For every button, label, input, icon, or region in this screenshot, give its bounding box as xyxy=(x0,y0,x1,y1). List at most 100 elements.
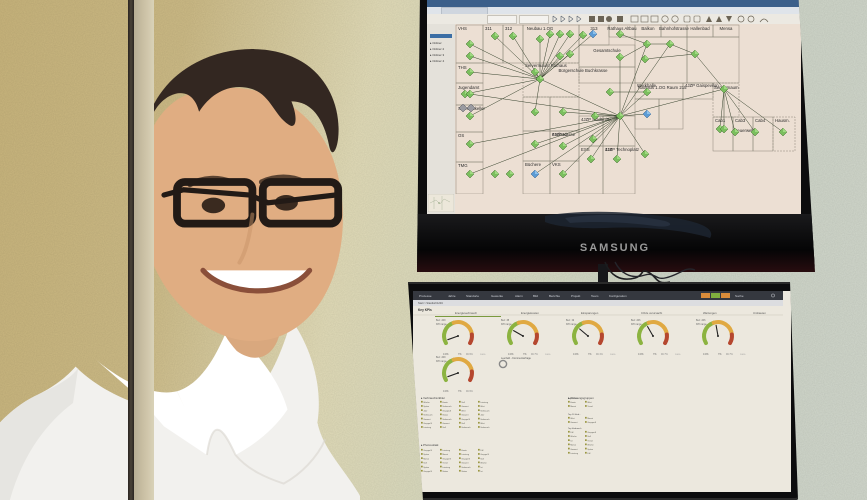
svg-text:Freibad: Freibad xyxy=(552,132,567,137)
svg-text:Gesamt: Gesamt xyxy=(423,418,430,421)
svg-text:KPI range: KPI range xyxy=(501,323,512,326)
svg-text:90.9%: 90.9% xyxy=(466,390,474,393)
svg-text:Wert: Wert xyxy=(480,405,485,408)
svg-text:Umbauten: Umbauten xyxy=(753,311,766,315)
svg-text:Jahr: Jahr xyxy=(480,415,484,417)
svg-text:Verbrauch: Verbrauch xyxy=(480,410,489,412)
svg-text:Bez: 206: Bez: 206 xyxy=(631,319,641,322)
svg-text:Bild: Bild xyxy=(533,294,538,298)
svg-text:Woche: Woche xyxy=(587,445,594,447)
svg-text:Trend: Trend xyxy=(587,406,592,408)
svg-text:Monat: Monat xyxy=(570,405,576,408)
svg-text:0.0%: 0.0% xyxy=(443,390,449,393)
svg-text:Berichte: Berichte xyxy=(549,294,560,298)
svg-text:90.7%: 90.7% xyxy=(726,353,734,356)
svg-text:Diff: Diff xyxy=(587,453,590,455)
svg-text:0.0%: 0.0% xyxy=(703,353,709,356)
svg-text:KPI range: KPI range xyxy=(566,323,577,326)
svg-text:Key KPIs: Key KPIs xyxy=(418,308,432,312)
svg-text:VKS: VKS xyxy=(552,162,561,167)
svg-text:Monat: Monat xyxy=(442,453,448,456)
svg-text:Alarm: Alarm xyxy=(515,294,523,298)
svg-text:100%: 100% xyxy=(610,354,616,356)
svg-text:Monat: Monat xyxy=(423,457,429,460)
svg-text:Gesamt: Gesamt xyxy=(461,414,468,417)
svg-text:100%: 100% xyxy=(740,354,746,356)
svg-text:Leistung: Leistung xyxy=(442,466,450,469)
svg-text:Jahre: Jahre xyxy=(448,294,456,298)
svg-text:Spitze: Spitze xyxy=(423,405,429,408)
svg-text:VHS: VHS xyxy=(458,26,467,31)
svg-text:Bez: 206: Bez: 206 xyxy=(696,319,706,322)
svg-text:TMG: TMG xyxy=(458,163,468,168)
svg-text:Prozesse: Prozesse xyxy=(419,294,432,298)
svg-text:Trend: Trend xyxy=(442,463,447,465)
svg-text:Gesamtschule: Gesamtschule xyxy=(593,48,621,53)
svg-text:Gruppe A: Gruppe A xyxy=(587,421,596,424)
svg-text:Cab4: Cab4 xyxy=(755,118,766,123)
svg-text:Soll: Soll xyxy=(423,463,427,465)
svg-text:Cab3: Cab3 xyxy=(735,118,746,123)
svg-text:100%: 100% xyxy=(675,354,681,356)
svg-text:Start > Standort/1234: Start > Standort/1234 xyxy=(418,301,443,305)
svg-text:Verbrauch: Verbrauch xyxy=(480,427,489,429)
svg-text:Woche: Woche xyxy=(480,463,487,465)
svg-text:Büchere: Büchere xyxy=(525,162,542,167)
svg-text:Wert: Wert xyxy=(570,417,575,420)
svg-text:Gesamt: Gesamt xyxy=(442,422,449,425)
svg-text:Spitze: Spitze xyxy=(587,448,593,451)
svg-text:90.1%: 90.1% xyxy=(596,353,604,356)
svg-text:Leistung: Leistung xyxy=(423,426,431,429)
svg-text:Soll: Soll xyxy=(442,427,446,429)
svg-text:Gruppe A: Gruppe A xyxy=(587,431,596,434)
svg-text:Leistung: Leistung xyxy=(480,401,488,404)
svg-text:Top 10 an...: Top 10 an... xyxy=(568,398,579,400)
svg-text:313: 313 xyxy=(590,26,598,31)
svg-text:311: 311 xyxy=(485,26,492,31)
svg-text:Leistung: Leistung xyxy=(442,449,450,452)
svg-text:Leistung: Leistung xyxy=(570,452,578,455)
svg-text:Gruppe B: Gruppe B xyxy=(461,419,470,421)
svg-text:Gesamt: Gesamt xyxy=(570,448,577,451)
svg-text:Verbrauch: Verbrauch xyxy=(442,419,451,421)
svg-text:Heute: Heute xyxy=(442,401,448,404)
svg-text:Projekt: Projekt xyxy=(571,294,581,298)
svg-text:Top 10 Verb...: Top 10 Verb... xyxy=(568,413,581,416)
svg-text:Soll: Soll xyxy=(587,436,591,438)
svg-text:Status: Status xyxy=(461,470,467,473)
svg-text:Monat: Monat xyxy=(587,417,593,420)
svg-text:KPI range: KPI range xyxy=(436,360,447,363)
svg-text:Gruppe B: Gruppe B xyxy=(423,423,432,425)
svg-text:Bez: 38: Bez: 38 xyxy=(501,319,510,322)
svg-text:Bez: 19: Bez: 19 xyxy=(566,319,575,322)
svg-text:90.7%: 90.7% xyxy=(661,353,669,356)
svg-text:Einsparungen: Einsparungen xyxy=(581,311,599,315)
svg-text:Heute: Heute xyxy=(461,449,467,452)
svg-text:Rathaus Altbau: Rathaus Altbau xyxy=(607,26,637,31)
svg-text:CO2e verursacht: CO2e verursacht xyxy=(641,311,662,315)
svg-text:Status: Status xyxy=(442,414,448,417)
svg-text:Wartungen: Wartungen xyxy=(703,311,717,315)
svg-text:Jugendamt: Jugendamt xyxy=(458,85,480,90)
svg-text:0.0%: 0.0% xyxy=(508,353,514,356)
svg-text:Energiekosten: Energiekosten xyxy=(521,311,539,315)
svg-text:Verbrauch: Verbrauch xyxy=(480,419,489,421)
svg-text:Bez: 209: Bez: 209 xyxy=(436,319,446,322)
svg-text:Bürgerschule Buchkrasse: Bürgerschule Buchkrasse xyxy=(559,68,609,73)
svg-text:0.0%: 0.0% xyxy=(573,353,579,356)
svg-text:▸ Photovoltaik: ▸ Photovoltaik xyxy=(421,443,439,447)
svg-text:Soll: Soll xyxy=(461,402,465,404)
svg-text:4JZP Technoplatz: 4JZP Technoplatz xyxy=(605,147,639,152)
svg-text:Diff: Diff xyxy=(570,432,573,434)
svg-text:0.0%: 0.0% xyxy=(638,353,644,356)
svg-text:Bez: 209: Bez: 209 xyxy=(436,356,446,359)
svg-text:Soll: Soll xyxy=(461,423,465,425)
svg-text:KPI range: KPI range xyxy=(696,323,707,326)
svg-text:▸ Verbrauchszähler: ▸ Verbrauchszähler xyxy=(421,396,445,400)
svg-text:Gruppe B: Gruppe B xyxy=(423,450,432,452)
svg-text:Monat: Monat xyxy=(570,444,576,447)
svg-text:KPI range: KPI range xyxy=(436,323,447,326)
svg-text:Gesamt: Gesamt xyxy=(570,421,577,424)
svg-text:Gruppe A: Gruppe A xyxy=(442,409,451,412)
svg-text:100%: 100% xyxy=(480,354,486,356)
